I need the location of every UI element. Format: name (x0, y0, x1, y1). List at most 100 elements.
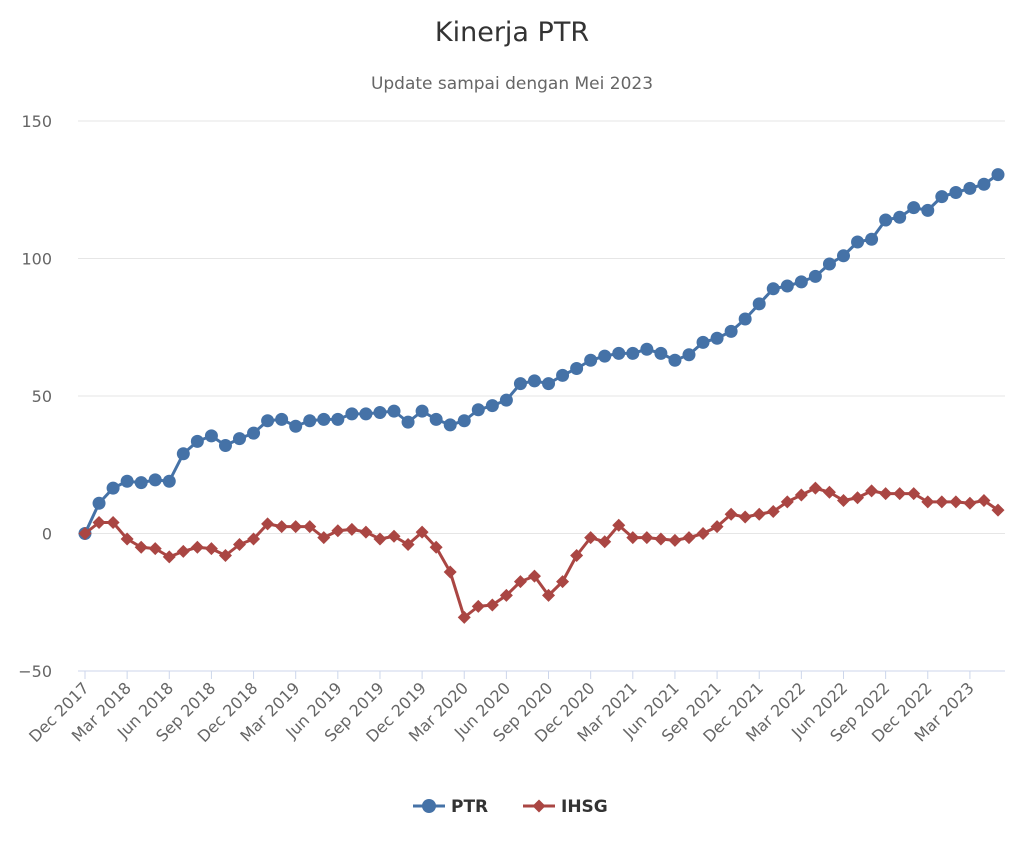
data-point-ptr[interactable] (626, 346, 640, 360)
data-point-ihsg[interactable] (148, 542, 162, 556)
data-point-ihsg[interactable] (190, 540, 204, 554)
data-point-ihsg[interactable] (457, 610, 471, 624)
data-point-ihsg[interactable] (710, 520, 724, 534)
data-point-ptr[interactable] (766, 282, 780, 296)
data-point-ihsg[interactable] (879, 487, 893, 501)
data-point-ihsg[interactable] (794, 488, 808, 502)
data-point-ihsg[interactable] (176, 544, 190, 558)
data-point-ihsg[interactable] (865, 484, 879, 498)
data-point-ptr[interactable] (808, 269, 822, 283)
data-point-ihsg[interactable] (204, 542, 218, 556)
data-point-ptr[interactable] (907, 201, 921, 215)
data-point-ihsg[interactable] (556, 575, 570, 589)
data-point-ptr[interactable] (190, 434, 204, 448)
data-point-ihsg[interactable] (991, 503, 1005, 517)
data-point-ihsg[interactable] (485, 598, 499, 612)
data-point-ptr[interactable] (879, 213, 893, 227)
data-point-ihsg[interactable] (247, 532, 261, 546)
data-point-ptr[interactable] (640, 342, 654, 356)
data-point-ptr[interactable] (710, 331, 724, 345)
data-point-ihsg[interactable] (738, 510, 752, 524)
data-point-ihsg[interactable] (345, 522, 359, 536)
data-point-ptr[interactable] (977, 177, 991, 191)
data-point-ihsg[interactable] (331, 524, 345, 538)
data-point-ptr[interactable] (331, 412, 345, 426)
data-point-ptr[interactable] (724, 324, 738, 338)
data-point-ihsg[interactable] (836, 494, 850, 507)
data-point-ptr[interactable] (148, 473, 162, 487)
data-point-ptr[interactable] (513, 377, 527, 391)
data-point-ptr[interactable] (204, 429, 218, 443)
data-point-ptr[interactable] (373, 406, 387, 419)
data-point-ihsg[interactable] (106, 516, 120, 529)
data-point-ptr[interactable] (443, 418, 457, 432)
data-point-ptr[interactable] (668, 353, 682, 367)
data-point-ptr[interactable] (738, 312, 752, 326)
data-point-ptr[interactable] (429, 412, 443, 426)
data-point-ihsg[interactable] (443, 565, 457, 579)
data-point-ptr[interactable] (822, 257, 836, 271)
data-point-ptr[interactable] (92, 496, 106, 510)
data-point-ptr[interactable] (162, 474, 176, 488)
data-point-ihsg[interactable] (808, 481, 822, 495)
data-point-ihsg[interactable] (513, 575, 527, 589)
data-point-ihsg[interactable] (218, 549, 232, 562)
data-point-ptr[interactable] (471, 403, 485, 417)
data-point-ihsg[interactable] (134, 540, 148, 554)
data-point-ptr[interactable] (752, 297, 766, 311)
data-point-ihsg[interactable] (542, 588, 556, 602)
data-point-ihsg[interactable] (640, 531, 654, 545)
data-point-ptr[interactable] (345, 407, 359, 421)
data-point-ptr[interactable] (289, 419, 303, 433)
data-point-ihsg[interactable] (415, 525, 429, 539)
data-point-ptr[interactable] (991, 168, 1005, 182)
data-point-ptr[interactable] (598, 349, 612, 363)
data-point-ihsg[interactable] (275, 520, 289, 534)
data-point-ihsg[interactable] (162, 550, 176, 564)
data-point-ihsg[interactable] (654, 532, 668, 546)
data-point-ihsg[interactable] (977, 494, 991, 507)
data-point-ptr[interactable] (570, 362, 584, 375)
data-point-ihsg[interactable] (668, 533, 682, 547)
data-point-ihsg[interactable] (570, 549, 584, 562)
data-point-ptr[interactable] (654, 346, 668, 360)
data-point-ptr[interactable] (359, 407, 373, 421)
data-point-ihsg[interactable] (752, 507, 766, 521)
data-point-ihsg[interactable] (92, 516, 106, 529)
data-point-ihsg[interactable] (696, 527, 710, 540)
data-point-ihsg[interactable] (598, 535, 612, 549)
data-point-ptr[interactable] (457, 414, 471, 428)
data-point-ptr[interactable] (935, 190, 949, 204)
data-point-ihsg[interactable] (120, 532, 134, 546)
data-point-ihsg[interactable] (907, 487, 921, 501)
data-point-ptr[interactable] (233, 432, 247, 446)
data-point-ihsg[interactable] (949, 495, 963, 509)
data-point-ptr[interactable] (836, 249, 850, 263)
data-point-ihsg[interactable] (822, 485, 836, 499)
data-point-ihsg[interactable] (359, 525, 373, 539)
data-point-ptr[interactable] (584, 353, 598, 367)
data-point-ihsg[interactable] (429, 540, 443, 554)
data-point-ptr[interactable] (303, 414, 317, 428)
data-point-ihsg[interactable] (527, 569, 541, 583)
data-point-ptr[interactable] (120, 474, 134, 488)
data-point-ptr[interactable] (261, 414, 275, 428)
data-point-ihsg[interactable] (766, 505, 780, 518)
data-point-ptr[interactable] (921, 203, 935, 217)
data-point-ihsg[interactable] (401, 538, 415, 551)
data-point-ihsg[interactable] (289, 520, 303, 534)
data-point-ptr[interactable] (682, 348, 696, 362)
data-point-ihsg[interactable] (626, 531, 640, 545)
data-point-ihsg[interactable] (303, 520, 317, 534)
data-point-ptr[interactable] (415, 404, 429, 418)
data-point-ptr[interactable] (780, 279, 794, 293)
data-point-ptr[interactable] (527, 374, 541, 388)
data-point-ptr[interactable] (556, 368, 570, 382)
data-point-ptr[interactable] (696, 335, 710, 349)
data-point-ihsg[interactable] (387, 529, 401, 543)
legend-item-ptr[interactable]: PTR (413, 797, 488, 817)
data-point-ptr[interactable] (275, 412, 289, 426)
data-point-ihsg[interactable] (261, 517, 275, 531)
data-point-ptr[interactable] (134, 476, 148, 490)
data-point-ptr[interactable] (485, 399, 499, 413)
